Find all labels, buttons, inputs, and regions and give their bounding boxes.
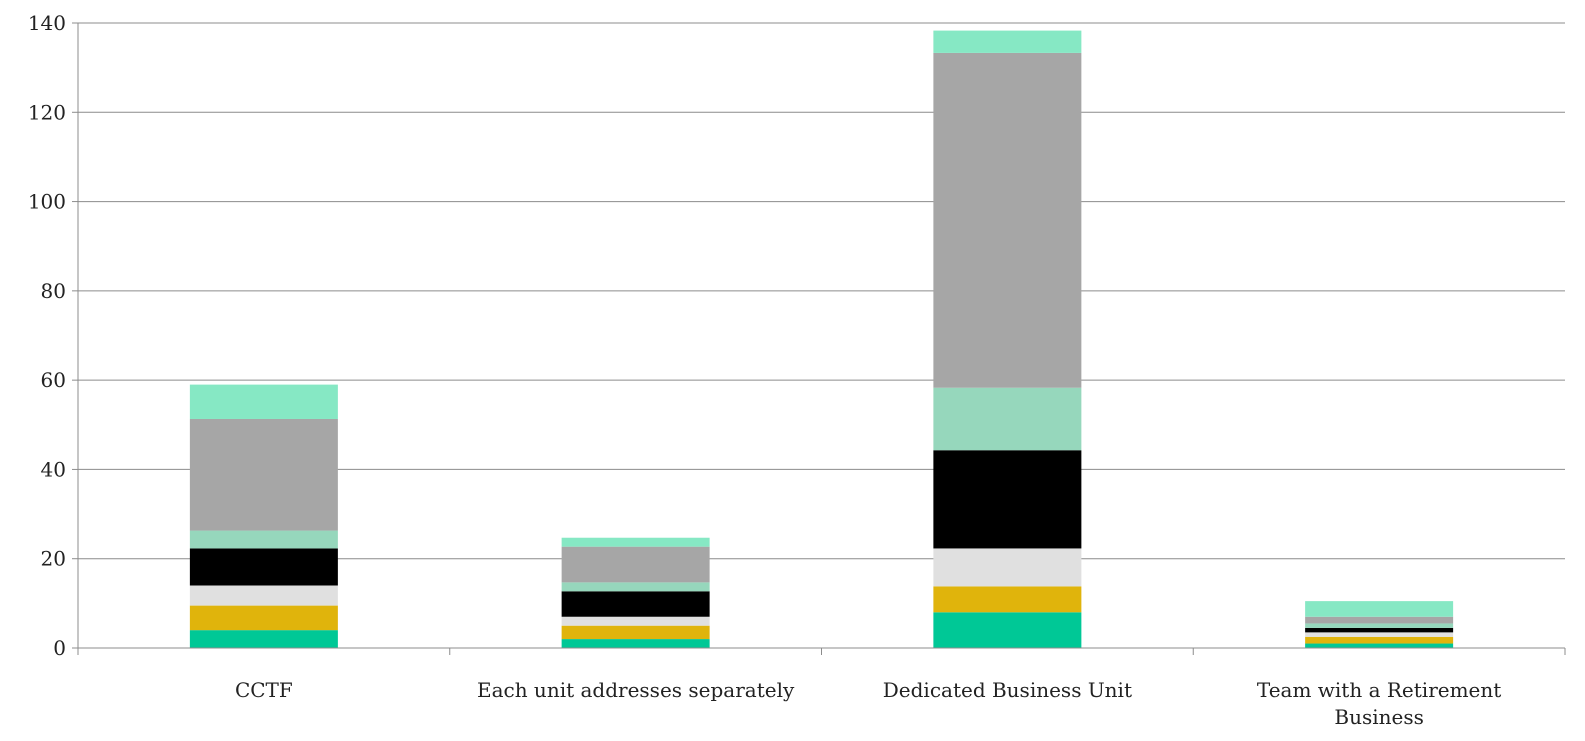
bar-segment [189, 630, 338, 648]
bar-segment [1305, 627, 1454, 633]
x-category-label: Each unit addresses separately [477, 678, 795, 702]
y-tick-label: 40 [41, 457, 66, 481]
bar-segment [1305, 636, 1454, 644]
bar-segment [561, 639, 710, 648]
y-tick-label: 80 [41, 279, 66, 303]
bar-segment [189, 605, 338, 631]
bar-segment [189, 384, 338, 419]
bar-segment [933, 52, 1082, 388]
y-tick-label: 20 [41, 547, 66, 571]
bar-segment [561, 537, 710, 547]
axes [72, 22, 1566, 655]
bar-stacks [189, 30, 1454, 648]
bar-segment [1305, 632, 1454, 637]
bar-segment [189, 548, 338, 586]
y-axis-tick-labels: 0 20 40 60 80 100 120 140 [28, 11, 66, 660]
bar-segment [933, 387, 1082, 451]
y-tick-label: 0 [53, 636, 66, 660]
x-axis-category-labels: CCTF Each unit addresses separately Dedica… [235, 678, 1501, 729]
y-tick-label: 120 [28, 100, 66, 124]
bar-segment [933, 450, 1082, 549]
bar-segment [1305, 616, 1454, 624]
y-tick-label: 60 [41, 368, 66, 392]
bar-segment [1305, 623, 1454, 628]
bar-segment [561, 591, 710, 617]
bar-segment [561, 625, 710, 640]
bar-segment [933, 612, 1082, 648]
bar-segment [1305, 601, 1454, 617]
bar-segment [561, 546, 710, 583]
bar-segment [933, 30, 1082, 53]
bar-segment [1305, 643, 1454, 648]
x-category-label: Dedicated Business Unit [883, 678, 1132, 702]
x-category-label: Team with a Retirement [1257, 678, 1501, 702]
bar-segment [561, 616, 710, 626]
bar-segment [189, 585, 338, 606]
bar-segment [189, 418, 338, 531]
x-category-label: Business [1334, 705, 1423, 729]
bar-segment [933, 586, 1082, 613]
bar-segment [189, 530, 338, 549]
y-tick-label: 100 [28, 190, 66, 214]
x-category-label: CCTF [235, 678, 293, 702]
bar-segment [561, 582, 710, 592]
y-tick-label: 140 [28, 11, 66, 35]
bar-segment [933, 548, 1082, 587]
